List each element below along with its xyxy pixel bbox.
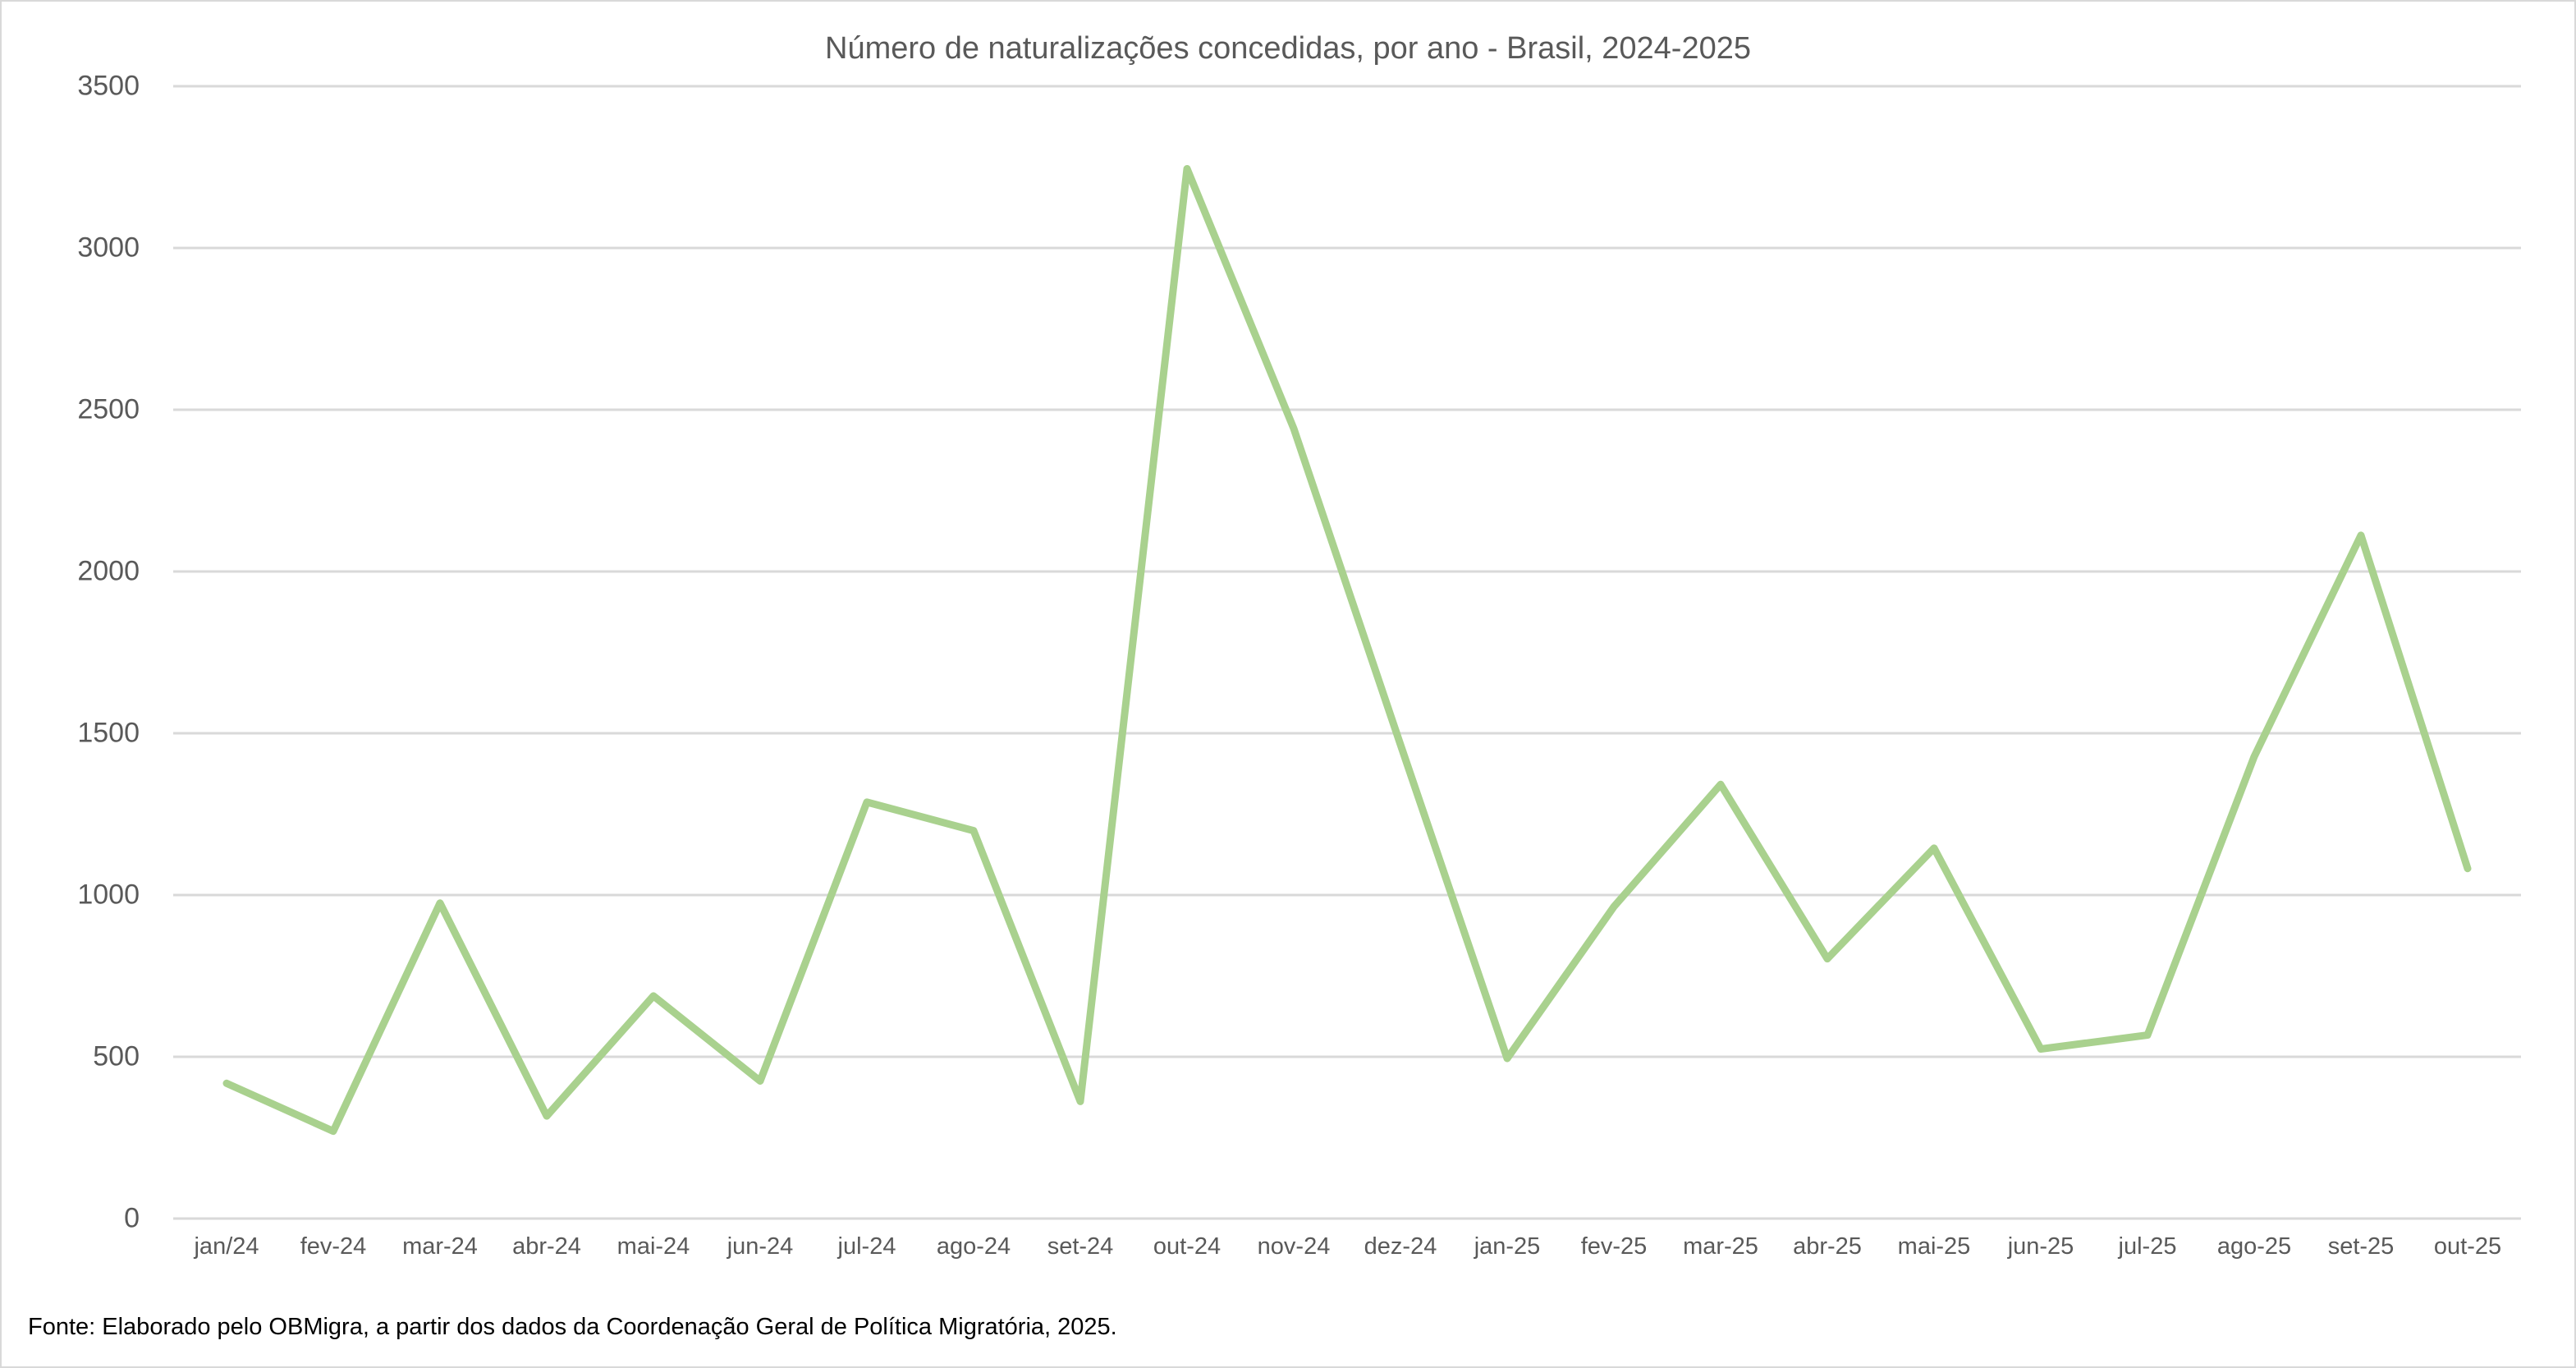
x-tick-label: jan/24 xyxy=(194,1233,259,1260)
y-tick-label: 500 xyxy=(93,1040,140,1072)
x-tick-label: jul-25 xyxy=(2118,1233,2177,1260)
x-tick-label: jun-24 xyxy=(727,1233,794,1260)
source-footnote: Fonte: Elaborado pelo OBMigra, a partir … xyxy=(28,1314,1117,1340)
x-tick-label: dez-24 xyxy=(1364,1233,1437,1260)
x-tick-label: jul-24 xyxy=(837,1233,896,1260)
y-tick-label: 1500 xyxy=(77,717,140,749)
x-tick-label: set-24 xyxy=(1047,1233,1114,1260)
x-tick-label: nov-24 xyxy=(1257,1233,1331,1260)
x-tick-label: mar-24 xyxy=(402,1233,478,1260)
x-tick-label: fev-25 xyxy=(1580,1233,1648,1260)
x-tick-label: fev-24 xyxy=(300,1233,367,1260)
chart-title: Número de naturalizações concedidas, por… xyxy=(825,31,1751,66)
x-tick-label: ago-24 xyxy=(936,1233,1011,1260)
y-tick-label: 1000 xyxy=(77,879,140,911)
series-line xyxy=(222,165,2472,1136)
y-tick-label: 2000 xyxy=(77,555,140,587)
x-tick-label: abr-24 xyxy=(512,1233,581,1260)
y-tick-label: 0 xyxy=(124,1202,140,1234)
y-tick-label: 2500 xyxy=(77,393,140,425)
x-tick-label: jan-25 xyxy=(1474,1233,1541,1260)
x-tick-label: abr-25 xyxy=(1793,1233,1862,1260)
x-tick-label: jun-25 xyxy=(2007,1233,2074,1260)
x-tick-label: ago-25 xyxy=(2216,1233,2292,1260)
x-tick-label: out-24 xyxy=(1153,1233,1222,1260)
y-tick-label: 3500 xyxy=(77,70,140,102)
y-tick-label: 3000 xyxy=(77,232,140,264)
x-tick-label: mai-25 xyxy=(1897,1233,1971,1260)
x-tick-label: mar-25 xyxy=(1683,1233,1758,1260)
x-tick-label: mai-24 xyxy=(616,1233,690,1260)
x-tick-label: out-25 xyxy=(2433,1233,2502,1260)
x-tick-label: set-25 xyxy=(2327,1233,2395,1260)
